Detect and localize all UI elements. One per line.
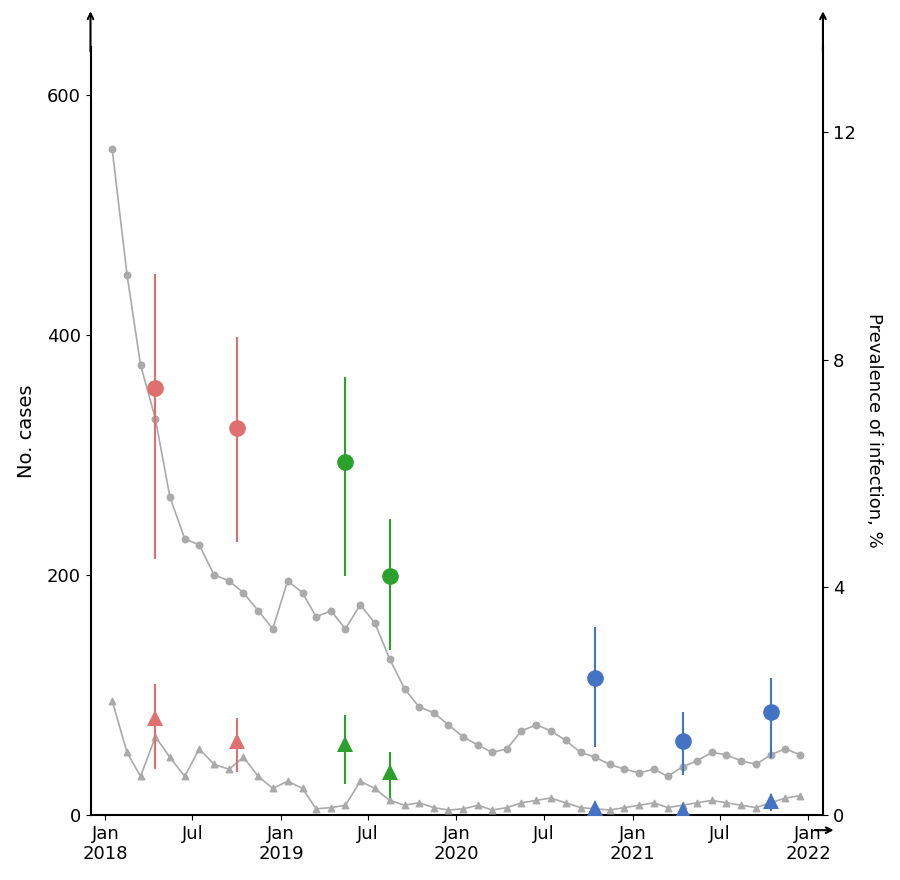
Point bbox=[573, 801, 588, 815]
Point bbox=[514, 723, 528, 737]
Point bbox=[689, 796, 704, 810]
Point bbox=[632, 766, 646, 780]
Point bbox=[192, 742, 206, 756]
Point bbox=[353, 598, 367, 612]
Point bbox=[793, 788, 807, 803]
Point bbox=[763, 748, 778, 762]
Point bbox=[647, 762, 662, 776]
Point bbox=[763, 796, 778, 810]
Point bbox=[133, 358, 148, 372]
Point bbox=[266, 622, 280, 636]
Point bbox=[529, 794, 544, 808]
Point bbox=[603, 803, 617, 817]
Y-axis label: No. cases: No. cases bbox=[17, 384, 36, 478]
Point bbox=[719, 748, 733, 762]
Point bbox=[793, 748, 807, 762]
Point bbox=[367, 781, 382, 796]
Point bbox=[133, 769, 148, 783]
Point bbox=[207, 568, 221, 582]
Point bbox=[617, 801, 632, 815]
Point bbox=[192, 538, 206, 552]
Point bbox=[588, 750, 602, 764]
Point bbox=[749, 758, 763, 772]
Point bbox=[397, 798, 411, 812]
Point bbox=[632, 798, 646, 812]
Point bbox=[588, 802, 602, 816]
Point bbox=[705, 745, 719, 759]
Point bbox=[500, 742, 514, 756]
Point bbox=[734, 754, 749, 768]
Point bbox=[207, 758, 221, 772]
Point bbox=[456, 802, 471, 816]
Point bbox=[778, 742, 793, 756]
Point bbox=[266, 781, 280, 796]
Point bbox=[485, 745, 500, 759]
Point bbox=[500, 801, 514, 815]
Point bbox=[324, 604, 338, 618]
Point bbox=[559, 733, 573, 747]
Point bbox=[661, 801, 675, 815]
Point bbox=[544, 723, 558, 737]
Point bbox=[309, 802, 323, 816]
Point bbox=[324, 801, 338, 815]
Point bbox=[412, 796, 427, 810]
Point bbox=[778, 791, 793, 805]
Point bbox=[295, 586, 310, 600]
Point bbox=[719, 796, 733, 810]
Point bbox=[251, 769, 266, 783]
Point bbox=[177, 769, 192, 783]
Point bbox=[338, 622, 353, 636]
Point bbox=[573, 745, 588, 759]
Point bbox=[734, 798, 749, 812]
Point bbox=[647, 796, 662, 810]
Point bbox=[471, 738, 485, 752]
Point bbox=[427, 801, 441, 815]
Point bbox=[281, 574, 295, 588]
Point bbox=[441, 803, 455, 817]
Point bbox=[456, 730, 471, 744]
Point bbox=[338, 798, 353, 812]
Point bbox=[221, 762, 236, 776]
Point bbox=[105, 693, 120, 708]
Point bbox=[675, 759, 689, 774]
Point bbox=[148, 412, 163, 426]
Point bbox=[471, 798, 485, 812]
Point bbox=[236, 750, 250, 764]
Y-axis label: Prevalence of infection, %: Prevalence of infection, % bbox=[865, 313, 883, 548]
Point bbox=[295, 781, 310, 796]
Point bbox=[689, 754, 704, 768]
Point bbox=[544, 791, 558, 805]
Point bbox=[148, 730, 163, 744]
Point bbox=[397, 682, 411, 696]
Point bbox=[514, 796, 528, 810]
Point bbox=[603, 758, 617, 772]
Point bbox=[749, 801, 763, 815]
Point bbox=[251, 604, 266, 618]
Point bbox=[617, 762, 632, 776]
Point bbox=[559, 796, 573, 810]
Point bbox=[221, 574, 236, 588]
Point bbox=[105, 142, 120, 156]
Point bbox=[441, 718, 455, 732]
Point bbox=[163, 490, 177, 504]
Point bbox=[367, 616, 382, 630]
Point bbox=[661, 769, 675, 783]
Point bbox=[236, 586, 250, 600]
Point bbox=[353, 774, 367, 788]
Point bbox=[177, 532, 192, 546]
Point bbox=[412, 700, 427, 714]
Point bbox=[382, 794, 397, 808]
Point bbox=[529, 718, 544, 732]
Point bbox=[120, 745, 134, 759]
Point bbox=[485, 803, 500, 817]
Point bbox=[382, 652, 397, 666]
Point bbox=[675, 798, 689, 812]
Point bbox=[163, 750, 177, 764]
Point bbox=[427, 706, 441, 720]
Point bbox=[281, 774, 295, 788]
Point bbox=[120, 268, 134, 282]
Point bbox=[309, 610, 323, 624]
Point bbox=[705, 794, 719, 808]
